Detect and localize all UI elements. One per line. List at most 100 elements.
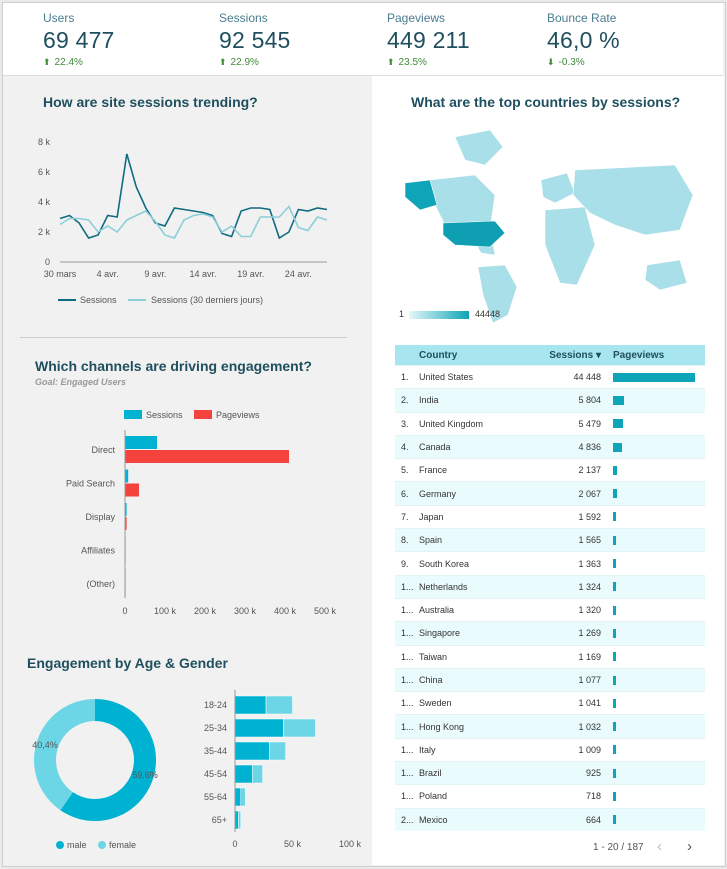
arrow-up-icon: ⬆ <box>43 57 51 67</box>
header-sessions[interactable]: Sessions ▾ <box>519 345 609 366</box>
row-rank: 4. <box>395 434 419 459</box>
age-bar-chart[interactable]: 18-24 25-34 35-44 45-54 55-64 65+ 0 50 k 100 k <box>190 680 370 860</box>
table-row[interactable]: 1... Brazil 925 <box>395 761 705 785</box>
table-row[interactable]: 2. India 5 804 <box>395 388 705 413</box>
table-row[interactable]: 1... Italy 1 009 <box>395 737 705 762</box>
header-pageviews[interactable]: Pageviews <box>609 345 705 366</box>
table-row[interactable]: 5. France 2 137 <box>395 458 705 482</box>
x-tick-label: 500 k <box>314 606 337 616</box>
table-row[interactable]: 7. Japan 1 592 <box>395 504 705 529</box>
legend-label: Pageviews <box>216 410 260 420</box>
row-country: United Kingdom <box>419 411 519 436</box>
age-bar-female[interactable] <box>269 741 286 761</box>
age-bar-female[interactable] <box>283 718 316 738</box>
x-tick-label: 30 mars <box>44 269 77 279</box>
row-pageviews <box>609 714 705 739</box>
x-tick-label: 100 k <box>154 606 177 616</box>
age-bar-male[interactable] <box>234 787 241 807</box>
row-sessions: 5 804 <box>519 388 609 413</box>
row-country: Canada <box>419 434 519 459</box>
age-bar-male[interactable] <box>234 695 267 715</box>
kpi-change-value: -0.3% <box>558 57 585 68</box>
map-greenland <box>454 129 504 166</box>
row-sessions: 2 137 <box>519 458 609 482</box>
row-sessions: 2 067 <box>519 481 609 506</box>
kpi-label: Sessions <box>219 11 268 25</box>
table-row[interactable]: 1... China 1 077 <box>395 667 705 692</box>
row-country: Italy <box>419 737 519 762</box>
pageviews-bar <box>613 698 616 708</box>
channels-bar-chart[interactable]: Sessions Pageviews Direct Paid Search Displa… <box>0 400 360 625</box>
age-bar-female[interactable] <box>252 764 263 784</box>
table-row[interactable]: 2... Mexico 664 <box>395 807 705 831</box>
world-map[interactable] <box>395 125 705 325</box>
kpi-label: Pageviews <box>387 11 446 25</box>
age-bar-male[interactable] <box>234 764 253 784</box>
category-label: 55-64 <box>204 792 227 802</box>
table-row[interactable]: 8. Spain 1 565 <box>395 528 705 552</box>
bar-sessions[interactable] <box>125 436 157 449</box>
table-row[interactable]: 1... Hong Kong 1 032 <box>395 714 705 739</box>
pageviews-bar <box>613 605 616 615</box>
age-bar-female[interactable] <box>238 810 242 830</box>
kpi-bounce-rate[interactable]: Bounce Rate 46,0 % ⬇ -0.3% <box>547 11 620 68</box>
x-tick-label: 200 k <box>194 606 217 616</box>
bar-sessions[interactable] <box>125 503 127 516</box>
table-row[interactable]: 1. United States 44 448 <box>395 364 705 389</box>
header-country[interactable]: Country <box>419 345 519 366</box>
row-rank: 1... <box>395 691 419 715</box>
pageviews-bar <box>613 815 616 825</box>
table-row[interactable]: 1... Poland 718 <box>395 784 705 809</box>
row-sessions: 44 448 <box>519 364 609 389</box>
row-pageviews <box>609 574 705 599</box>
kpi-change: ⬇ -0.3% <box>547 57 620 68</box>
row-pageviews <box>609 551 705 576</box>
bar-pageviews[interactable] <box>125 483 139 497</box>
chevron-right-icon[interactable]: › <box>687 838 692 855</box>
table-row[interactable]: 9. South Korea 1 363 <box>395 551 705 576</box>
kpi-pageviews[interactable]: Pageviews 449 211 ⬆ 23.5% <box>387 11 470 68</box>
row-pageviews <box>609 434 705 459</box>
age-bar-female[interactable] <box>240 787 246 807</box>
age-gender-title: Engagement by Age & Gender <box>27 655 228 671</box>
sessions-trend-chart[interactable]: 8 k 6 k 4 k 2 k 0 30 mars 4 avr. 9 avr. 14 avr. 1… <box>0 130 360 315</box>
row-pageviews <box>609 528 705 552</box>
age-bar-male[interactable] <box>234 741 270 761</box>
kpi-value: 69 477 <box>43 27 115 53</box>
pageviews-bar <box>613 745 616 755</box>
y-tick-label: 8 k <box>38 137 51 147</box>
table-row[interactable]: 4. Canada 4 836 <box>395 434 705 459</box>
table-row[interactable]: 1... Australia 1 320 <box>395 597 705 622</box>
table-row[interactable]: 1... Taiwan 1 169 <box>395 644 705 669</box>
kpi-sessions[interactable]: Sessions 92 545 ⬆ 22.9% <box>219 11 291 68</box>
category-label: Paid Search <box>66 479 115 489</box>
age-bar-male[interactable] <box>234 810 239 830</box>
row-pageviews <box>609 761 705 785</box>
gender-donut-chart[interactable]: 59,6% 40,4% male female <box>0 680 190 860</box>
age-bar-male[interactable] <box>234 718 284 738</box>
row-country: Japan <box>419 504 519 529</box>
row-rank: 5. <box>395 458 419 482</box>
table-row[interactable]: 1... Sweden 1 041 <box>395 691 705 715</box>
table-row[interactable]: 1... Singapore 1 269 <box>395 621 705 646</box>
table-row[interactable]: 1... Netherlands 1 324 <box>395 574 705 599</box>
row-country: India <box>419 388 519 413</box>
legend-swatch-pageviews <box>194 410 212 419</box>
legend-label: male <box>67 840 87 850</box>
age-bar-female[interactable] <box>265 695 293 715</box>
row-pageviews <box>609 807 705 831</box>
donut-slice-female[interactable] <box>34 699 95 811</box>
chevron-left-icon[interactable]: ‹ <box>657 838 662 855</box>
table-row[interactable]: 6. Germany 2 067 <box>395 481 705 506</box>
bar-pageviews[interactable] <box>125 517 127 530</box>
kpi-users[interactable]: Users 69 477 ⬆ 22.4% <box>43 11 115 68</box>
trend-chart-title: How are site sessions trending? <box>43 94 258 110</box>
kpi-label: Bounce Rate <box>547 11 617 25</box>
trend-series-line <box>59 153 328 240</box>
row-pageviews <box>609 667 705 692</box>
bar-pageviews[interactable] <box>125 450 289 463</box>
bar-sessions[interactable] <box>125 469 129 483</box>
donut-slice-male[interactable] <box>60 699 157 821</box>
table-row[interactable]: 3. United Kingdom 5 479 <box>395 411 705 436</box>
section-divider <box>20 337 347 338</box>
